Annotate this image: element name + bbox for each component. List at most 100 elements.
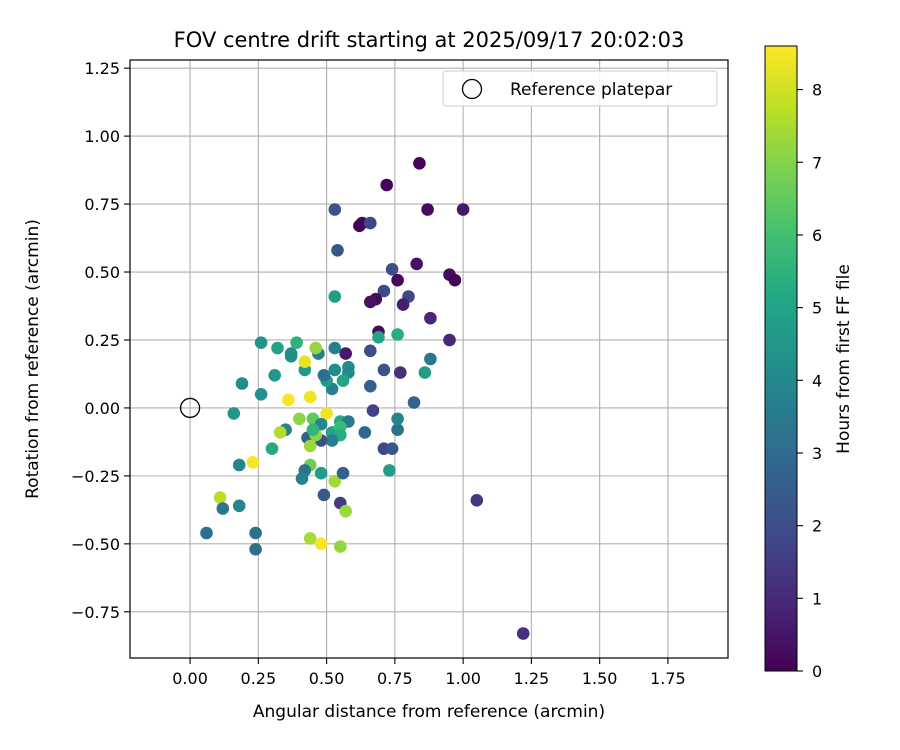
y-tick-label: 0.75 [84,195,120,214]
data-point [470,494,484,507]
colorbar-tick-label: 3 [812,444,822,463]
data-point [317,369,331,382]
data-point [282,393,295,407]
x-tick-label: 1.50 [582,669,618,688]
data-point [339,504,353,518]
data-point [396,298,410,311]
data-point [418,366,432,379]
data-point [227,407,241,420]
data-point [336,374,350,388]
data-point [366,404,380,417]
data-point [254,336,268,350]
data-point [290,336,303,350]
x-tick-label: 0.50 [309,669,345,688]
data-point [424,352,437,366]
y-axis-title: Rotation from reference (arcmin) [23,219,43,499]
y-tick-label: 0.00 [84,399,120,418]
data-point [339,347,353,360]
data-point [516,627,530,640]
colorbar: 0 1 2 3 4 5 6 7 8 Hours from first FF file [764,45,854,681]
x-axis-ticks: 0.00 0.25 0.50 0.75 1.00 1.25 1.50 1.75 [172,658,686,688]
colorbar-ticks: 0 1 2 3 4 5 6 7 8 [797,81,822,681]
data-point [232,458,246,472]
data-point [293,412,306,426]
chart-title: FOV centre drift starting at 2025/09/17 … [174,28,685,52]
data-point [385,442,399,456]
colorbar-tick-label: 0 [812,662,822,681]
y-tick-label: 0.50 [84,263,120,282]
data-point [303,390,317,404]
grid [130,60,728,658]
x-tick-label: 0.25 [241,669,277,688]
data-point [364,379,377,393]
data-point [353,219,366,233]
data-point [298,355,312,369]
y-tick-label: 1.00 [84,127,120,146]
x-tick-label: 0.00 [172,669,208,688]
legend-box [442,70,718,107]
data-point [421,203,434,216]
data-point [364,295,377,309]
data-point [306,423,320,437]
data-point [265,442,279,456]
colorbar-tick-label: 7 [812,153,822,172]
data-point [364,344,377,358]
data-point [456,203,470,216]
reference-platepar-marker [179,397,201,419]
y-tick-label: −0.50 [71,535,120,554]
data-point [328,475,342,488]
data-point [317,488,331,502]
data-point [295,472,309,485]
data-point [413,157,426,170]
data-point [410,257,424,271]
data-point [331,244,344,257]
data-point [328,290,342,303]
x-tick-label: 1.75 [650,669,686,688]
data-point [377,284,391,298]
data-point [200,526,213,540]
y-tick-label: 0.25 [84,331,120,350]
data-point [443,333,456,347]
plot-area-frame [129,59,729,659]
data-point [254,388,268,401]
data-point [380,178,394,192]
legend-marker-reference [461,78,483,100]
x-axis-title: Angular distance from reference (arcmin) [253,702,605,722]
data-point [448,273,462,287]
data-point [391,412,404,426]
data-point [213,491,227,504]
colorbar-tick-label: 4 [812,371,822,390]
colorbar-title: Hours from first FF file [834,264,854,454]
data-point [232,499,246,513]
data-point [303,532,317,545]
colorbar-tick-label: 1 [812,589,822,608]
legend-label-reference: Reference platepar [510,80,672,100]
data-point [309,341,323,355]
legend: Reference platepar [442,70,718,107]
data-point [314,466,328,480]
colorbar-tick-label: 5 [812,299,822,318]
data-point [314,537,328,551]
data-point [364,216,377,230]
data-point [334,540,347,553]
colorbar-gradient [764,45,798,672]
data-point [249,526,262,540]
data-point [407,396,421,409]
y-axis-ticks: −0.75 −0.50 −0.25 0.00 0.25 0.50 0.75 1.00 1.25 [71,59,130,622]
data-point [383,464,396,477]
data-point [394,366,407,379]
data-point [249,543,262,556]
data-point [328,363,342,377]
data-point [328,341,342,355]
y-tick-label: 1.25 [84,59,120,78]
data-point [268,369,282,382]
data-point [303,439,317,453]
data-points [200,157,530,640]
data-point [377,363,391,377]
reference-marker-layer [179,397,201,419]
y-tick-label: −0.75 [71,603,120,622]
colorbar-tick-label: 8 [812,81,822,100]
data-point [271,341,284,355]
y-tick-label: −0.25 [71,467,120,486]
